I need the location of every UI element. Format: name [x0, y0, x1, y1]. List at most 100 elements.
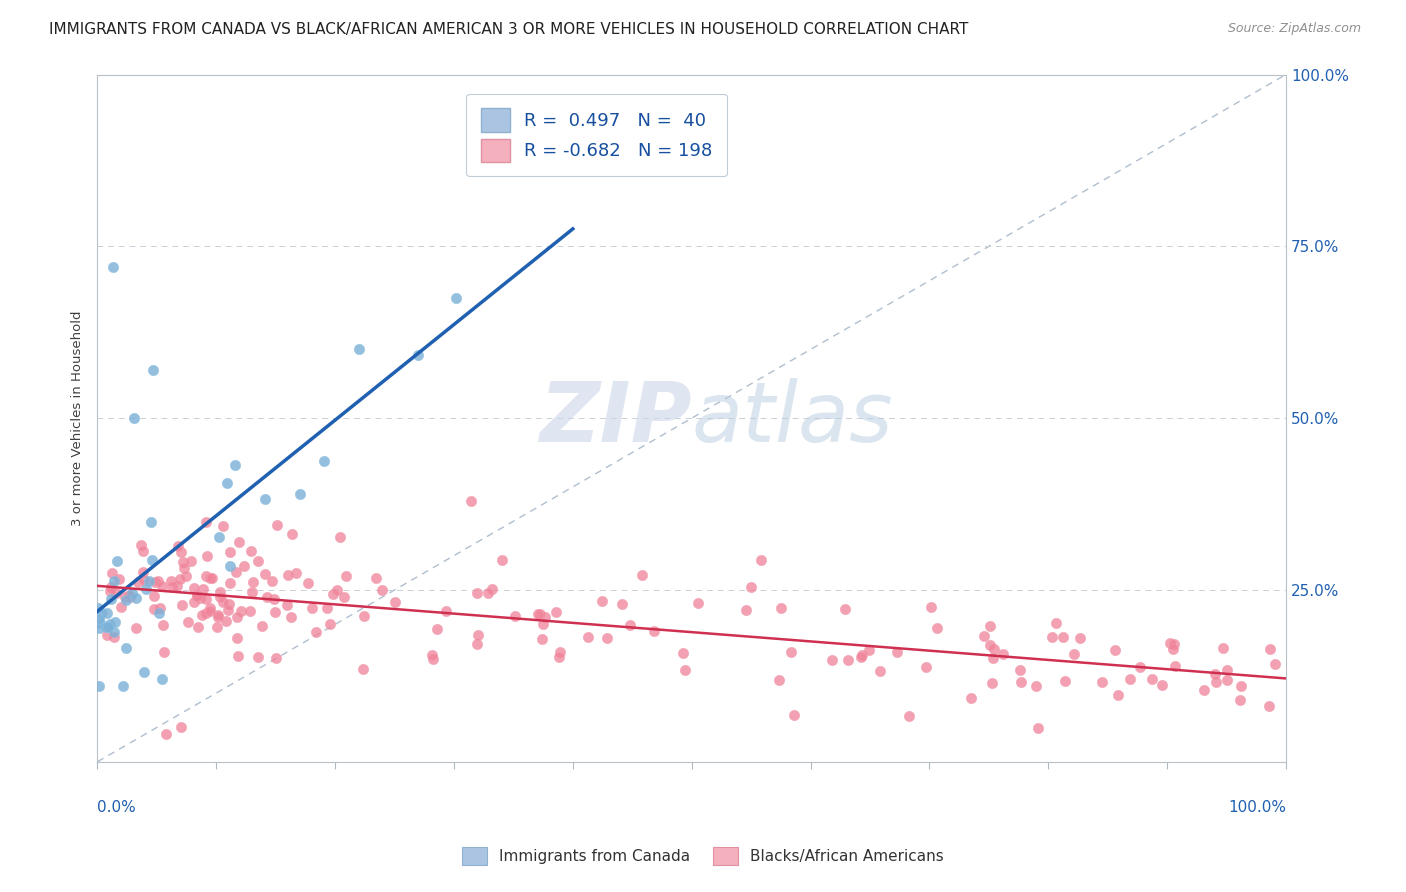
Point — [304, 624, 326, 639]
Point — [207, 610, 229, 624]
Point — [200, 601, 222, 615]
Point — [104, 586, 127, 600]
Point — [262, 574, 284, 589]
Point — [194, 568, 217, 582]
Point — [446, 291, 468, 305]
Point — [87, 612, 110, 626]
Point — [426, 622, 449, 636]
Point — [849, 650, 872, 665]
Point — [89, 679, 111, 693]
Y-axis label: 3 or more Vehicles in Household: 3 or more Vehicles in Household — [72, 310, 84, 526]
Point — [149, 601, 172, 615]
Point — [1192, 682, 1215, 697]
Point — [576, 631, 599, 645]
Point — [869, 664, 891, 678]
Point — [169, 572, 191, 586]
Point — [208, 530, 231, 544]
Point — [170, 720, 193, 734]
Point — [973, 629, 995, 643]
Point — [1205, 675, 1227, 690]
Point — [143, 575, 166, 590]
Point — [782, 707, 804, 722]
Point — [247, 554, 270, 568]
Point — [242, 575, 264, 590]
Point — [170, 598, 193, 612]
Point — [770, 601, 793, 615]
Point — [920, 600, 942, 615]
Point — [768, 673, 790, 687]
Point — [183, 595, 205, 609]
Point — [277, 568, 299, 582]
Point — [215, 475, 238, 490]
Point — [143, 590, 166, 604]
Point — [531, 616, 554, 631]
Point — [232, 559, 254, 574]
Point — [218, 597, 240, 611]
Point — [851, 648, 873, 662]
Point — [132, 565, 155, 579]
Point — [837, 653, 859, 667]
Point — [408, 348, 430, 362]
Point — [205, 619, 228, 633]
Point — [465, 586, 488, 600]
Point — [631, 568, 654, 582]
Point — [1025, 679, 1047, 693]
Point — [858, 642, 880, 657]
Point — [834, 602, 856, 616]
Text: atlas: atlas — [692, 377, 893, 458]
Point — [325, 583, 347, 598]
Point — [96, 606, 118, 620]
Point — [135, 582, 157, 596]
Point — [242, 584, 264, 599]
Point — [980, 676, 1002, 690]
Point — [118, 588, 141, 602]
Point — [329, 531, 352, 545]
Point — [138, 574, 160, 588]
Point — [1026, 721, 1049, 735]
Point — [612, 597, 634, 611]
Point — [925, 621, 948, 635]
Point — [673, 663, 696, 677]
Point — [211, 519, 233, 533]
Point — [301, 600, 323, 615]
Point — [643, 624, 665, 639]
Point — [219, 545, 242, 559]
Point — [146, 574, 169, 588]
Point — [467, 628, 489, 642]
Point — [352, 661, 374, 675]
Point — [194, 515, 217, 529]
Point — [548, 645, 571, 659]
Point — [239, 544, 262, 558]
Point — [1052, 630, 1074, 644]
Point — [1229, 692, 1251, 706]
Point — [316, 601, 339, 615]
Point — [886, 645, 908, 659]
Point — [335, 569, 357, 583]
Point — [740, 580, 762, 594]
Point — [89, 615, 111, 630]
Point — [749, 553, 772, 567]
Point — [180, 554, 202, 568]
Point — [332, 590, 354, 604]
Point — [371, 582, 394, 597]
Point — [686, 596, 709, 610]
Point — [256, 590, 278, 604]
Point — [460, 493, 482, 508]
Point — [898, 709, 921, 723]
Point — [991, 647, 1014, 661]
Point — [979, 618, 1001, 632]
Point — [226, 631, 249, 645]
Point — [1129, 659, 1152, 673]
Point — [229, 604, 252, 618]
Point — [120, 590, 142, 604]
Point — [1264, 657, 1286, 671]
Point — [174, 569, 197, 583]
Point — [148, 606, 170, 620]
Point — [481, 582, 503, 596]
Point — [546, 605, 568, 619]
Point — [100, 592, 122, 607]
Point — [129, 538, 152, 552]
Point — [1216, 663, 1239, 677]
Point — [207, 607, 229, 622]
Point — [983, 642, 1005, 657]
